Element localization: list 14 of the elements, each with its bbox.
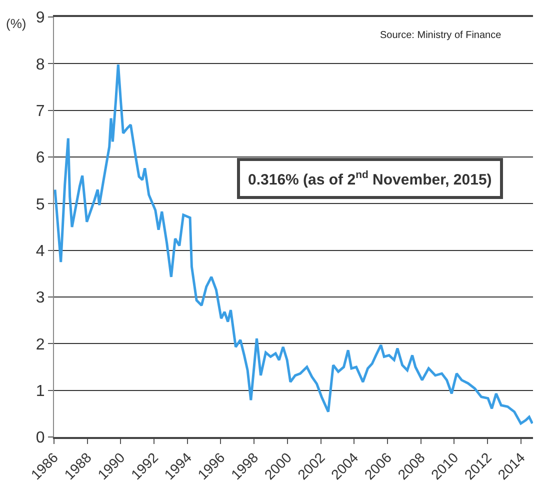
y-tick-label: 9: [36, 10, 45, 27]
annotation: 0.316% (as of 2$^{nd}$ November, 2015): [248, 169, 492, 188]
annotation: Source: Ministry of Finance: [380, 30, 502, 41]
line-series: [54, 63, 533, 425]
y-tick-label: 8: [36, 56, 45, 74]
y-tick-label: 6: [36, 150, 45, 167]
y-tick-label: 2: [36, 336, 45, 354]
y-tick-label: 0: [36, 430, 45, 447]
y-tick-label: 3: [36, 290, 45, 307]
y-axis-title: (%): [6, 16, 26, 31]
y-tick-label: 4: [36, 242, 45, 260]
y-tick-label: 7: [36, 102, 45, 120]
y-tick-label: 5: [36, 196, 45, 214]
y-tick-label: 1: [36, 382, 45, 400]
